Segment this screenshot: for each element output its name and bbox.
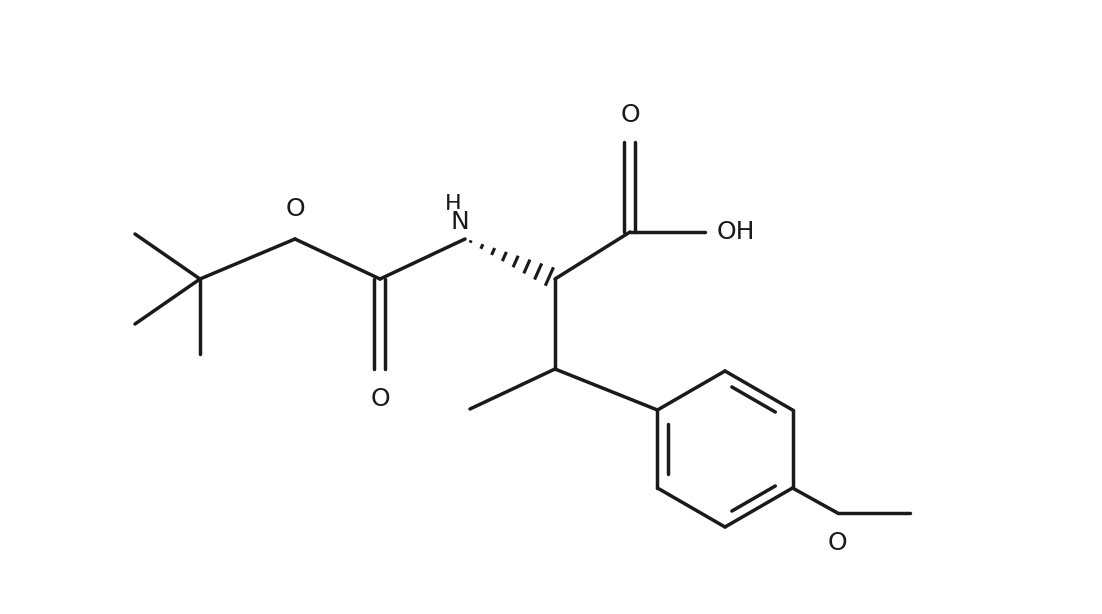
Text: O: O bbox=[828, 531, 847, 555]
Text: OH: OH bbox=[717, 220, 756, 244]
Text: O: O bbox=[370, 387, 390, 411]
Text: O: O bbox=[285, 197, 305, 221]
Text: N: N bbox=[451, 210, 469, 234]
Text: O: O bbox=[620, 103, 640, 127]
Text: H: H bbox=[445, 194, 462, 214]
